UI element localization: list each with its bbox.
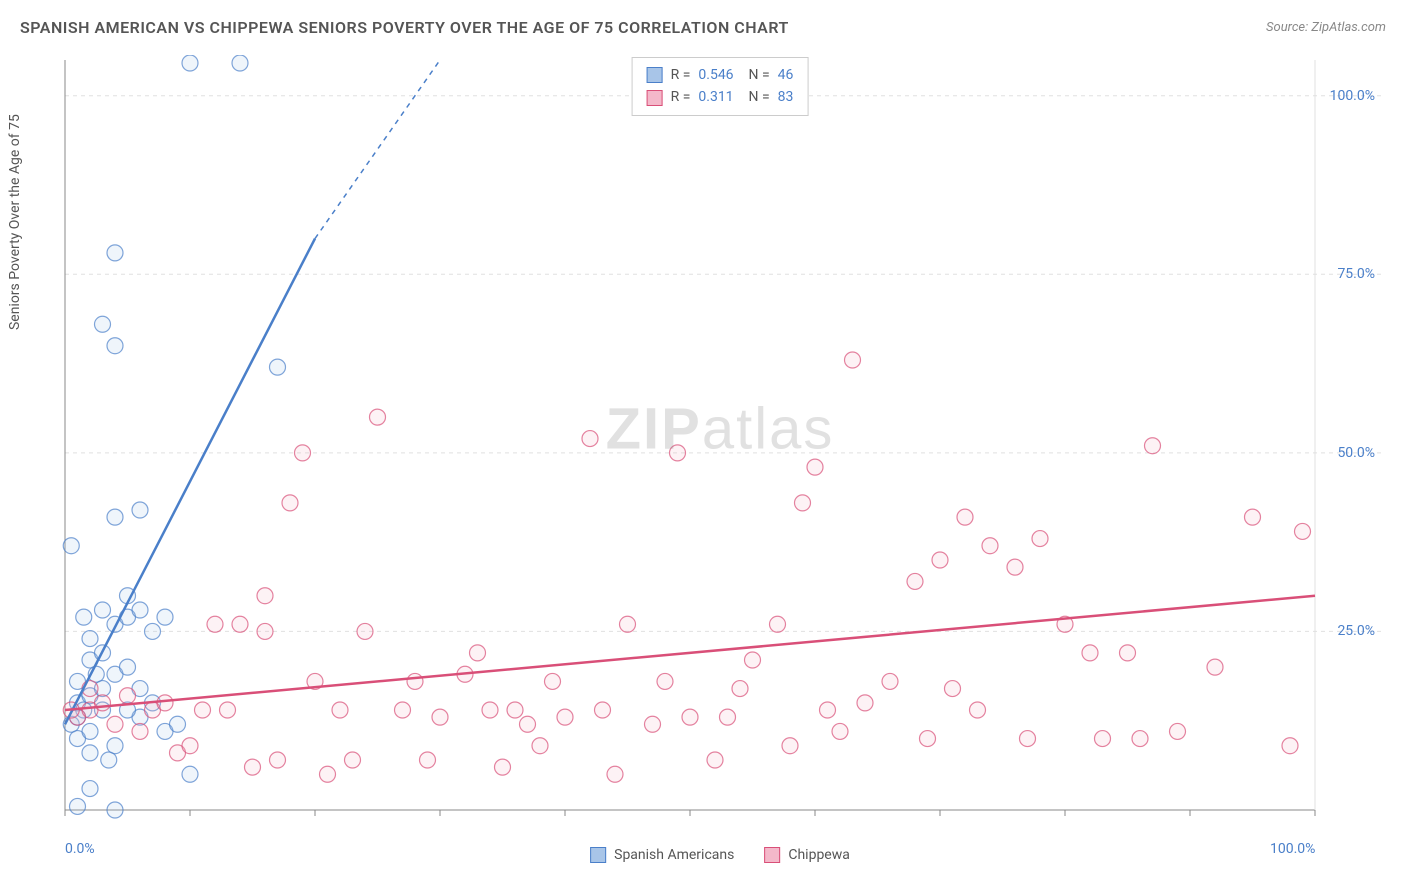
legend-label-1: Spanish Americans [614,847,734,863]
legend-swatch-1 [647,67,663,83]
legend-label-2: Chippewa [788,847,850,863]
legend-n-value-2: 83 [778,86,794,108]
correlation-legend: R = 0.546 N = 46 R = 0.311 N = 83 [632,57,809,116]
legend-r-label: R = [671,64,691,86]
legend-n-label: N = [742,86,770,108]
x-tick-label: 100.0% [1270,841,1315,857]
y-tick-label: 100.0% [1330,88,1375,104]
y-tick-label: 50.0% [1337,445,1375,461]
legend-swatch-icon [590,847,606,863]
legend-row-1: R = 0.546 N = 46 [647,64,794,86]
y-axis-label: Seniors Poverty Over the Age of 75 [7,114,23,330]
legend-swatch-icon [764,847,780,863]
legend-item-1: Spanish Americans [590,847,734,863]
legend-n-label: N = [742,64,770,86]
legend-swatch-2 [647,90,663,106]
legend-r-label: R = [671,86,691,108]
legend-r-value-1: 0.546 [698,64,733,86]
y-tick-label: 25.0% [1337,623,1375,639]
legend-r-value-2: 0.311 [698,86,733,108]
chart-area: ZIPatlas R = 0.546 N = 46 R = 0.311 N = … [55,55,1385,835]
series-legend: Spanish Americans Chippewa [590,847,850,863]
chart-header: SPANISH AMERICAN VS CHIPPEWA SENIORS POV… [20,18,1386,37]
legend-n-value-1: 46 [778,64,794,86]
legend-item-2: Chippewa [764,847,850,863]
source-attribution: Source: ZipAtlas.com [1266,20,1386,35]
x-tick-label: 0.0% [65,841,95,857]
scatter-plot [55,55,1385,835]
legend-row-2: R = 0.311 N = 83 [647,86,794,108]
chart-title: SPANISH AMERICAN VS CHIPPEWA SENIORS POV… [20,18,789,37]
y-tick-label: 75.0% [1337,266,1375,282]
